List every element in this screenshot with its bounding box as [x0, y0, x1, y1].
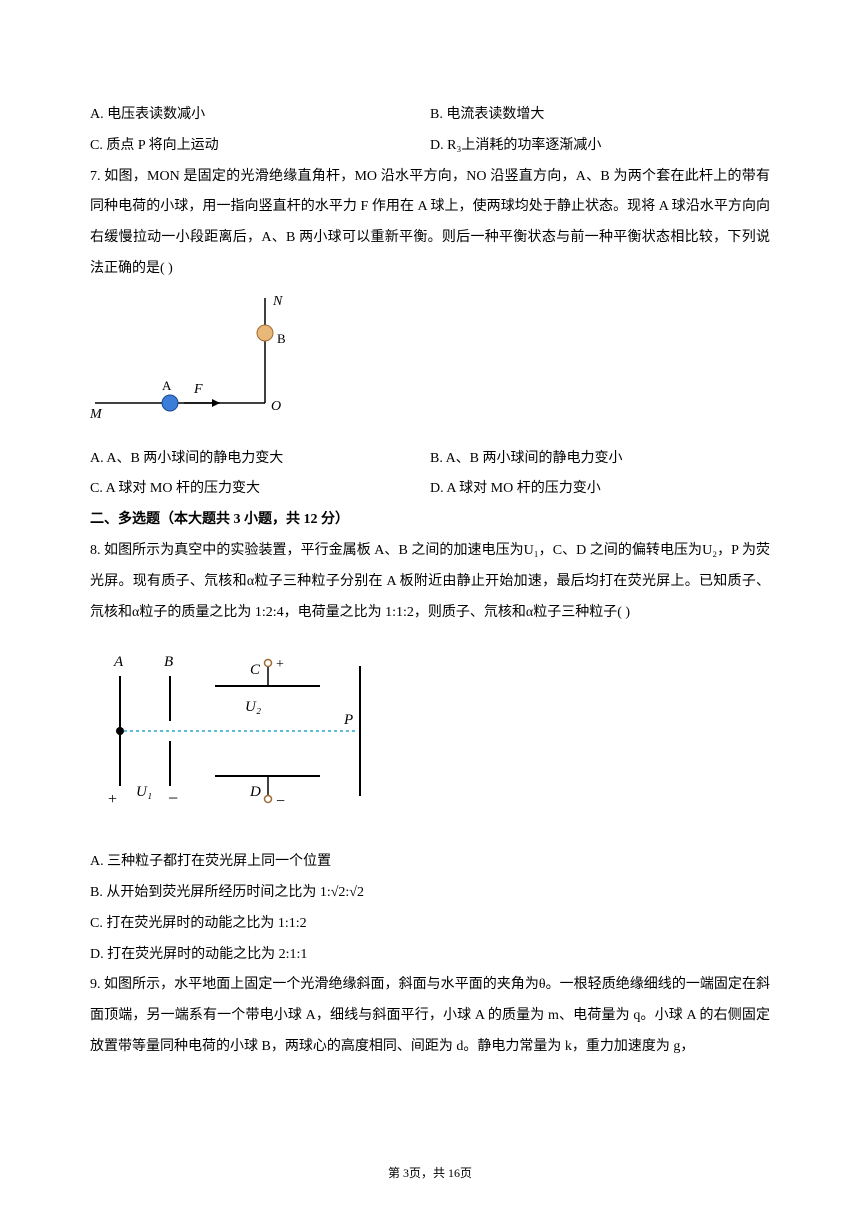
q7-option-b: B. A、B 两小球间的静电力变小	[430, 444, 770, 475]
svg-text:−: −	[168, 788, 178, 808]
svg-text:O: O	[271, 399, 281, 414]
q9-text: 9. 如图所示，水平地面上固定一个光滑绝缘斜面，斜面与水平面的夹角为θ。一根轻质…	[90, 970, 770, 1062]
page-footer: 第 3页，共 16页	[0, 1160, 860, 1186]
q6-option-d: D. R₃上消耗的功率逐渐减小	[430, 131, 770, 162]
svg-text:M: M	[90, 407, 103, 422]
svg-text:A: A	[162, 378, 172, 393]
svg-text:C: C	[250, 662, 261, 678]
svg-text:B: B	[277, 331, 286, 346]
q8-option-a: A. 三种粒子都打在荧光屏上同一个位置	[90, 847, 770, 878]
q7-figure: M O N A F B	[90, 293, 770, 436]
q8-option-d: D. 打在荧光屏时的动能之比为 2:1:1	[90, 940, 770, 971]
q7-option-a: A. A、B 两小球间的静电力变大	[90, 444, 430, 475]
q6-option-b: B. 电流表读数增大	[430, 100, 770, 131]
svg-text:A: A	[113, 654, 124, 670]
svg-text:F: F	[193, 382, 203, 397]
svg-text:−: −	[276, 793, 285, 810]
svg-text:+: +	[276, 657, 284, 672]
svg-text:N: N	[272, 294, 283, 309]
svg-text:+: +	[108, 791, 117, 808]
q8-option-c: C. 打在荧光屏时的动能之比为 1:1:2	[90, 909, 770, 940]
q8-figure: A + B − U₁ C + D − U₂ P	[90, 636, 770, 839]
svg-text:U₂: U₂	[245, 699, 261, 715]
q8-option-b: B. 从开始到荧光屏所经历时间之比为 1:√2:√2	[90, 878, 770, 909]
q6-option-a: A. 电压表读数减小	[90, 100, 430, 131]
q6-option-c: C. 质点 P 将向上运动	[90, 131, 430, 162]
svg-text:U₁: U₁	[136, 784, 152, 800]
section-2-header: 二、多选题（本大题共 3 小题，共 12 分）	[90, 505, 770, 536]
q7-text: 7. 如图，MON 是固定的光滑绝缘直角杆，MO 沿水平方向，NO 沿竖直方向，…	[90, 162, 770, 285]
svg-text:P: P	[343, 712, 353, 728]
q7-option-c: C. A 球对 MO 杆的压力变大	[90, 474, 430, 505]
svg-text:D: D	[249, 784, 261, 800]
q8-text: 8. 如图所示为真空中的实验装置，平行金属板 A、B 之间的加速电压为U₁，C、…	[90, 536, 770, 628]
svg-text:B: B	[164, 654, 173, 670]
q7-option-d: D. A 球对 MO 杆的压力变小	[430, 474, 770, 505]
